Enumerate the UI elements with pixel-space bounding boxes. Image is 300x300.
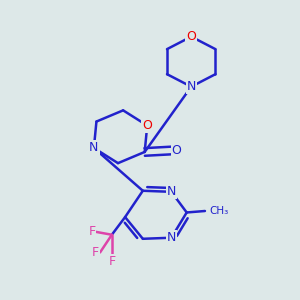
- Text: O: O: [142, 119, 152, 132]
- Text: F: F: [88, 225, 95, 238]
- Text: O: O: [186, 30, 196, 43]
- Text: N: N: [167, 185, 176, 198]
- Text: CH₃: CH₃: [210, 206, 229, 216]
- Text: O: O: [172, 144, 182, 157]
- Text: F: F: [108, 255, 116, 268]
- Text: N: N: [89, 141, 99, 154]
- Text: N: N: [167, 231, 176, 244]
- Text: F: F: [92, 246, 99, 259]
- Text: N: N: [187, 80, 196, 93]
